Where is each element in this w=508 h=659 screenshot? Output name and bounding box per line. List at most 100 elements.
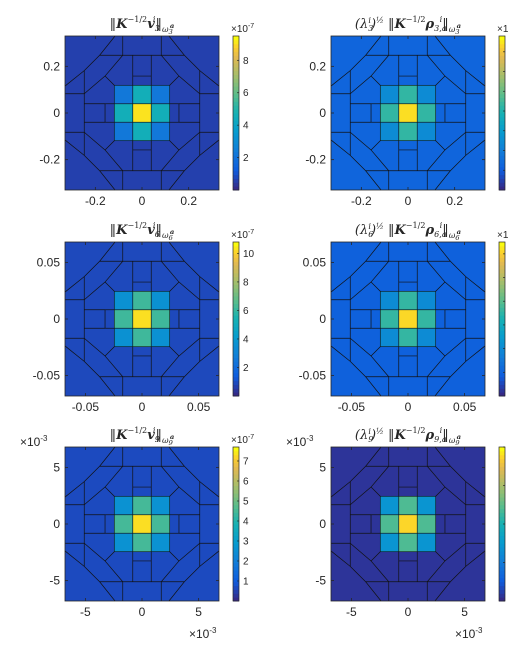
mesh-edge [64,139,85,156]
y-tick-label: -5 [49,574,60,588]
colorbar-segment [233,353,239,358]
colorbar-segment [499,589,505,594]
y-tick-label: 0 [53,517,60,531]
colorbar-segment [233,86,239,91]
mesh-edge [64,550,85,567]
mesh-edge [84,281,106,301]
colorbar-segment [233,39,239,45]
mesh-edge [199,345,220,362]
colorbar-segment [233,527,239,533]
colorbar-segment [233,245,239,251]
colorbar-segment [499,97,505,102]
colorbar-frame [232,446,240,602]
mesh-edge [350,542,372,562]
mesh-edge [444,337,466,357]
colorbar-segment [499,450,505,456]
colorbar-segment [233,113,239,118]
colorbar-segment [499,447,505,452]
colorbar-segment [233,372,239,378]
mesh-edge [350,261,366,277]
mesh-edge [104,149,124,171]
colorbar-segment [233,311,239,316]
mesh-edge [350,55,366,71]
colorbar-segment [499,276,505,281]
mesh-edge [434,446,451,467]
heatmap-cell [113,121,134,142]
heatmap-cell [398,84,418,105]
colorbar-segment [499,151,505,156]
heatmap-cell [132,327,152,348]
mesh-edge [168,446,185,467]
mesh-edge [465,550,486,567]
y-tick-label: 0.2 [309,59,326,73]
colorbar-segment [499,543,505,548]
colorbar-segment [499,307,505,312]
colorbar-segment [233,124,239,129]
heatmap-cell [416,121,437,142]
mesh-edge [350,75,372,95]
mesh-edge [104,355,124,377]
heatmap-cell [150,103,171,123]
colorbar-segment [499,524,505,529]
colorbar-segment [233,497,239,502]
colorbar-segment [499,473,505,479]
mesh-edge [184,361,200,377]
panel-title: (λ3i)½ ‖K−1/2ρ3,ai‖ω3a [355,15,461,36]
colorbar-segment [499,82,505,87]
colorbar-segment [233,82,239,87]
colorbar-segment [499,470,505,475]
x-tick-label: -5 [346,605,357,619]
colorbar-segment [499,163,505,168]
colorbar-tick-label: 8 [243,56,249,67]
y-tick-label: -0.2 [305,153,326,167]
colorbar-segment [499,186,505,191]
colorbar-segment [233,151,239,156]
heatmap-cell [113,84,134,105]
mesh-edge [350,566,366,582]
colorbar-segment [233,539,239,544]
colorbar-tick-label: 4 [243,517,249,528]
colorbar-segment [233,345,239,351]
mesh-edge [199,70,220,87]
colorbar-segment [233,450,239,456]
heatmap-cell [150,327,171,348]
colorbar-segment [499,562,505,567]
x-tick-label: 0.2 [180,194,197,208]
heatmap-cell [150,121,171,142]
mesh-edge [465,276,486,293]
y-tick-label: 5 [53,460,60,474]
mesh-edge [199,481,220,498]
colorbar-segment [233,349,239,355]
colorbar-segment [233,473,239,479]
colorbar-segment [499,284,505,289]
colorbar-segment [499,454,505,460]
colorbar-segment [233,182,239,187]
colorbar-tick-label: 1 [243,577,249,588]
colorbar-segment [233,59,239,64]
colorbar-segment [499,136,505,141]
mesh-edge [184,566,200,582]
mesh-edge [184,466,200,482]
colorbar-segment [233,581,239,587]
colorbar-segment [499,342,505,347]
colorbar-segment [233,508,239,513]
colorbar-segment [499,128,505,133]
colorbar-segment [499,245,505,251]
colorbar-segment [499,357,505,362]
mesh-edge [84,131,106,151]
mesh-edge [426,560,446,582]
colorbar-segment [233,493,239,498]
colorbar-segment [499,109,505,114]
heatmap-cell [416,495,437,516]
colorbar-segment [499,66,505,72]
colorbar-segment [233,535,239,540]
heatmap-cell [132,121,152,142]
x-tick-label: 0 [405,605,412,619]
colorbar-segment [499,311,505,316]
colorbar-segment [233,66,239,72]
mesh-edge [330,276,351,293]
colorbar-segment [233,170,239,176]
colorbar-segment [233,516,239,521]
colorbar-segment [233,163,239,168]
colorbar-segment [233,70,239,75]
